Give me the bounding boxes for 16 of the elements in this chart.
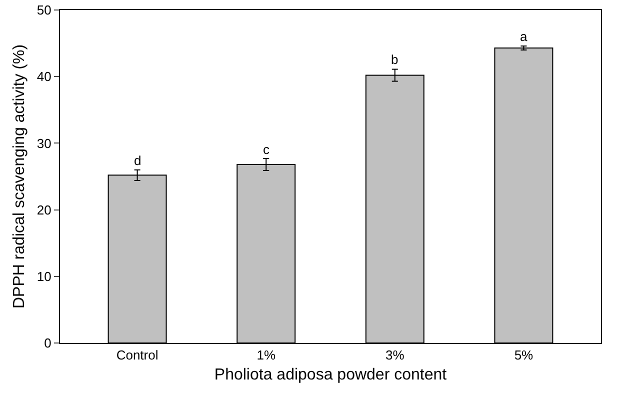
x-tick-label: Control [116,348,158,363]
x-tick-label: 5% [514,348,534,363]
y-tick-label: 0 [44,336,52,351]
y-axis-title: DPPH radical scavenging activity (%) [10,44,28,309]
x-tick-label: 1% [256,348,276,363]
x-tick-label: 3% [386,348,405,363]
annotation: c [263,142,270,157]
y-tick-label: 30 [36,136,52,151]
y-tick-label: 50 [36,2,52,18]
y-tick-label: 10 [36,268,52,284]
x-axis-title: Pholiota adiposa powder content [214,366,448,384]
y-tick-label: 20 [36,202,52,218]
y-tick-label: 40 [36,69,52,84]
annotation: d [134,153,142,168]
annotation: a [520,29,528,44]
annotation: b [391,52,398,67]
